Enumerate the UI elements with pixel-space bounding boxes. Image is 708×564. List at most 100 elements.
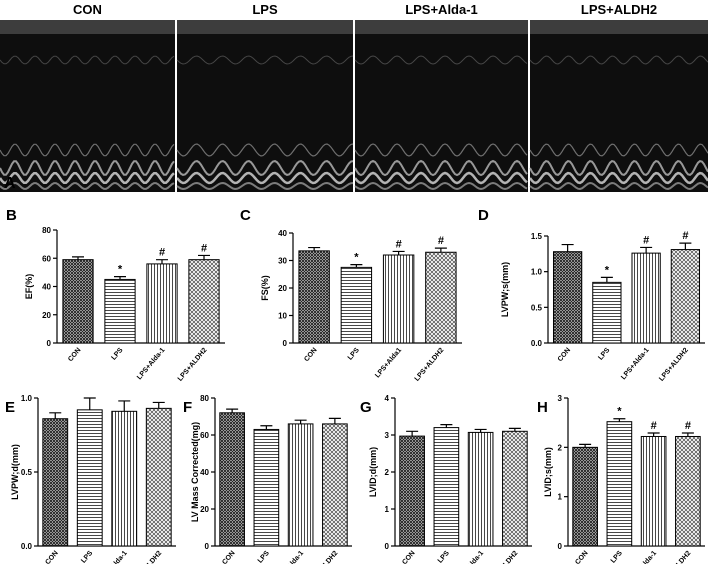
error-bar: [474, 428, 487, 433]
y-tick-label: 0: [385, 542, 390, 551]
y-tick-label: 40: [278, 229, 287, 238]
echo-trace: [176, 143, 354, 157]
significance-marker: #: [396, 238, 402, 250]
x-tick-label: LPS+Alda-1: [620, 347, 651, 382]
panel-letter: G: [360, 399, 372, 416]
error-bar: [679, 242, 692, 250]
image-label: CON: [73, 2, 102, 17]
y-tick-label: 0.0: [21, 542, 33, 551]
bar: [340, 266, 373, 344]
bar: [670, 249, 701, 344]
y-tick-label: 40: [200, 468, 209, 477]
y-axis-label: FS(%): [260, 275, 270, 301]
echo-image: [0, 20, 175, 192]
significance-marker: #: [651, 420, 657, 432]
image-label: LPS+ALDH2: [581, 2, 657, 17]
x-tick-label: LPS+ALDH2: [177, 347, 209, 383]
echo-trace: [529, 55, 708, 65]
echo-band: [530, 20, 708, 34]
bar: [592, 281, 622, 344]
echo-trace: [176, 160, 354, 176]
significance-marker: #: [201, 242, 207, 254]
y-axis-label: LVPW;d(mm): [10, 444, 20, 500]
bar: [76, 409, 103, 547]
echo-trace: [176, 171, 354, 185]
echo-image: [530, 20, 708, 192]
x-tick-label: CON: [401, 550, 416, 564]
error-bar: [118, 400, 131, 412]
error-bar: [647, 432, 660, 437]
y-tick-label: 80: [42, 226, 51, 235]
bar: [42, 418, 69, 547]
error-bar: [226, 408, 239, 413]
x-tick-label: CON: [303, 347, 318, 363]
x-tick-label: LPS+Alda-1: [628, 550, 659, 564]
x-tick-label: CON: [44, 550, 59, 564]
x-tick-label: LPS: [110, 347, 124, 362]
x-tick-label: LPS+ALDH2: [658, 347, 690, 383]
bar: [572, 446, 598, 547]
bar: [425, 251, 457, 344]
y-tick-label: 2: [385, 468, 390, 477]
y-axis-label: LVPW;s(mm): [500, 262, 510, 317]
y-tick-label: 1.0: [21, 394, 33, 403]
echo-band: [0, 20, 175, 34]
y-tick-label: 0: [283, 339, 288, 348]
bar: [253, 428, 280, 547]
x-tick-label: LPS+Alda-1: [98, 550, 129, 564]
bar: [104, 278, 136, 344]
x-tick-label: LPS: [437, 550, 451, 564]
y-tick-label: 1: [558, 493, 563, 502]
echo-trace: [354, 181, 528, 191]
bar: [382, 254, 415, 344]
y-tick-label: 0: [558, 542, 563, 551]
significance-marker: #: [438, 235, 444, 247]
y-tick-label: 30: [278, 257, 287, 266]
image-label: LPS+Alda-1: [405, 2, 478, 17]
bar: [606, 421, 633, 547]
y-axis-label: LVID;d(mm): [368, 447, 378, 497]
significance-marker: *: [605, 264, 610, 276]
y-tick-label: 2: [558, 443, 563, 452]
bar: [467, 431, 494, 547]
error-bar: [440, 424, 453, 428]
bar: [399, 435, 425, 547]
x-tick-label: LPS+ALDH2: [414, 347, 446, 383]
y-axis-label: LVID;s(mm): [543, 447, 553, 497]
bar: [287, 423, 314, 547]
y-tick-label: 3: [385, 431, 390, 440]
echo-trace: [354, 55, 528, 65]
y-tick-label: 1.0: [531, 268, 543, 277]
significance-marker: *: [118, 264, 123, 276]
y-tick-label: 4: [385, 394, 390, 403]
error-bar: [114, 276, 126, 280]
error-bar: [83, 397, 96, 410]
error-bar: [152, 401, 165, 409]
y-axis-label: EF(%): [24, 274, 34, 300]
error-bar: [406, 430, 419, 437]
error-bar: [392, 250, 405, 255]
echo-trace: [529, 143, 708, 157]
echo-trace: [528, 171, 708, 185]
bar: [502, 430, 528, 547]
error-bar: [328, 417, 341, 424]
y-tick-label: 60: [42, 254, 51, 263]
bar: [433, 427, 460, 547]
y-tick-label: 10: [278, 312, 287, 321]
error-bar: [198, 254, 210, 260]
y-tick-label: 0: [47, 339, 52, 348]
echo-image: [355, 20, 528, 192]
y-axis-label: LV Mass Corrected(mg): [190, 422, 200, 522]
bar: [675, 435, 701, 547]
y-tick-label: 20: [278, 284, 287, 293]
panel-letter: C: [240, 207, 251, 224]
image-label: LPS: [252, 2, 278, 17]
error-bar: [579, 443, 592, 448]
bar: [219, 412, 245, 547]
y-tick-label: 1.5: [531, 232, 543, 241]
x-tick-label: LPS+Alda-1: [275, 550, 306, 564]
bar: [146, 263, 178, 344]
echo-band: [177, 20, 353, 34]
error-bar: [434, 247, 447, 253]
error-bar: [561, 243, 574, 252]
